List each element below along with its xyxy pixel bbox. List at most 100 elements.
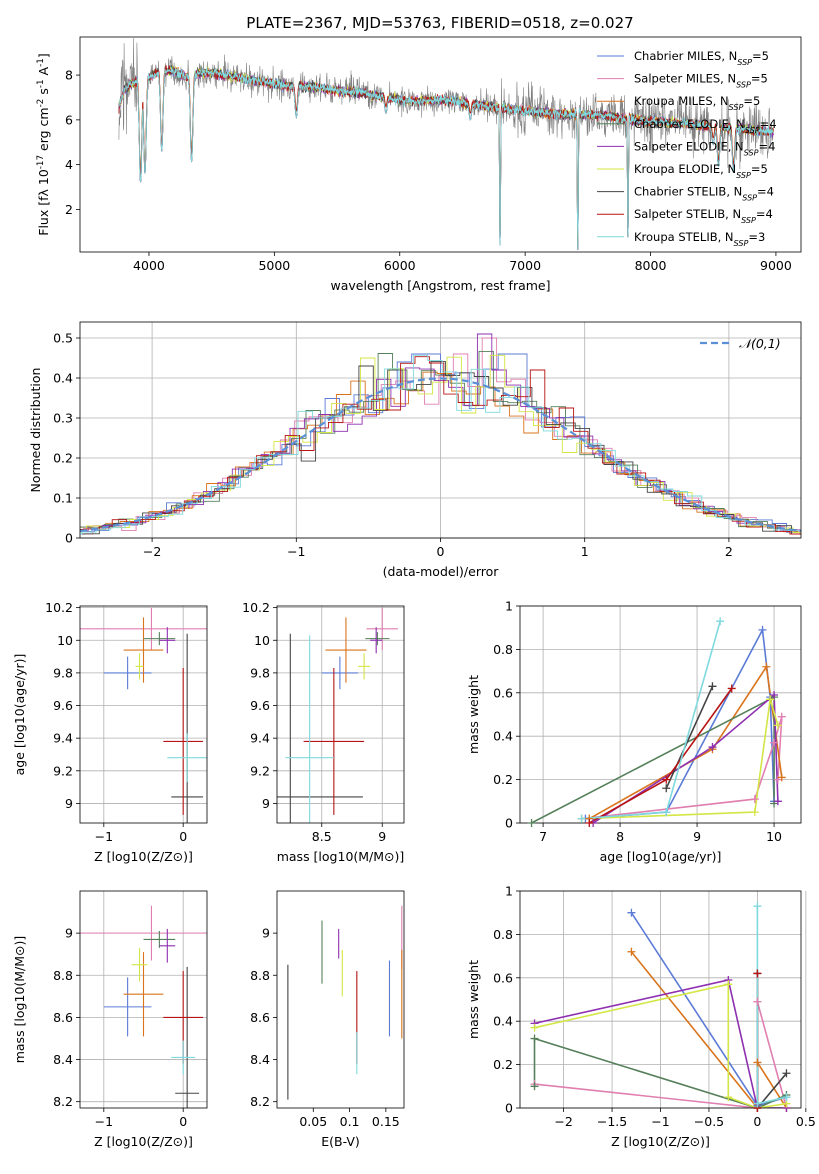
x-tick-label: −2 (554, 1114, 572, 1129)
x-tick-label: 0.05 (299, 1114, 327, 1129)
x-tick-label: 9 (378, 829, 386, 844)
weight-marker-4-3 (773, 797, 782, 806)
x-axis-label: wavelength [Angstrom, rest frame] (330, 278, 550, 293)
y-tick-label: 8.4 (250, 1052, 270, 1067)
y-tick-label: 0.4 (493, 729, 513, 744)
y-tick-label: 1 (505, 599, 513, 614)
legend-label-8: Kroupa STELIB, NSSP=3 (634, 230, 765, 248)
y-tick-label: 9.4 (53, 731, 73, 746)
x-tick-label: 9 (693, 829, 701, 844)
weight-marker-7-2 (727, 684, 736, 693)
panel-weight_vs_age: 7 8 9 10 0 0.2 0.4 0.6 0.8 1 age [log10(age/yr)] ma… (466, 599, 802, 864)
plot-area (277, 607, 398, 823)
axes-frame (79, 890, 208, 1109)
panel-residual_hist: −2 −1 0 1 2 0 0.1 0.2 0.3 0.4 0.5 (data-model)/erro… (28, 321, 802, 579)
y-tick-label: 0.3 (53, 411, 73, 426)
weight-line-3 (531, 695, 775, 823)
weight-line-1 (581, 716, 783, 820)
legend-label-2: Kroupa MILES, NSSP=5 (634, 94, 760, 112)
x-tick-label: 8.5 (312, 829, 332, 844)
y-tick-label: 0.5 (53, 331, 73, 346)
y-tick-label: 8.8 (250, 968, 270, 983)
weight-marker-1-3 (777, 712, 786, 721)
x-tick-label: −1.5 (597, 1114, 627, 1129)
x-tick-label: 8 (616, 829, 624, 844)
x-tick-label: 4000 (133, 258, 165, 273)
axes-frame (79, 36, 802, 253)
y-tick-label: 10 (57, 633, 73, 648)
x-axis-label: Z [log10(Z/Z⊙)] (94, 849, 193, 864)
x-tick-label: 0.5 (796, 1114, 816, 1129)
y-tick-label: 0.2 (493, 772, 513, 787)
x-tick-label: 8000 (635, 258, 667, 273)
weight-marker-5-1 (724, 980, 733, 989)
x-tick-label: −2 (143, 544, 161, 559)
legend-label-7: Salpeter STELIB, NSSP=4 (634, 207, 773, 225)
y-tick-label: 0.4 (53, 371, 73, 386)
weight-line-0 (585, 627, 775, 820)
panel-weight_vs_Z: −2 −1.5 −1 −0.5 0 0.5 0 0.2 0.4 0.6 0.8 1 Z [log10(Z… (466, 884, 816, 1150)
weight-marker-6-2 (782, 1069, 791, 1078)
weight-marker-5-2 (724, 1093, 733, 1102)
x-axis-label: E(B-V) (321, 1134, 360, 1149)
y-tick-label: 0.6 (493, 970, 513, 985)
x-axis-label: Z [log10(Z/Z⊙)] (611, 1134, 710, 1149)
y-tick-label: 9.8 (250, 665, 270, 680)
plot-area (80, 333, 801, 535)
y-tick-label: 0.2 (53, 451, 73, 466)
y-axis-label: mass [log10(M/M⊙)] (12, 936, 27, 1064)
weight-marker-5-1 (750, 808, 759, 817)
x-axis-label: (data-model)/error (383, 564, 500, 579)
weight-marker-8-1 (662, 808, 671, 817)
legend-label-6: Chabrier STELIB, NSSP=4 (634, 185, 774, 203)
weight-marker-8-0 (753, 902, 762, 911)
y-tick-label: 9.8 (53, 665, 73, 680)
y-tick-label: 8.6 (250, 1010, 270, 1025)
weight-marker-2-0 (627, 947, 636, 956)
y-tick-label: 9 (262, 926, 270, 941)
legend-label-0: Chabrier MILES, NSSP=5 (634, 49, 769, 67)
normal-curve (80, 377, 801, 533)
weight-marker-8-2 (716, 617, 725, 626)
spectrum-model-line-8 (118, 67, 774, 250)
legend-label-4: Salpeter ELODIE, NSSP=4 (634, 139, 775, 157)
weight-marker-6-0 (662, 784, 671, 793)
y-axis-label: mass weight (466, 675, 481, 754)
y-tick-label: 10.2 (45, 600, 73, 615)
x-tick-label: 0 (753, 1114, 761, 1129)
histogram-step-8 (80, 354, 801, 535)
weight-line-4 (592, 693, 779, 823)
plot-area (287, 905, 403, 1100)
y-tick-label: 10.2 (242, 600, 270, 615)
weight-marker-7-1 (662, 775, 671, 784)
x-tick-label: 5000 (258, 258, 290, 273)
x-tick-label: −1 (651, 1114, 669, 1129)
weight-line-8 (756, 906, 787, 1105)
weight-marker-8-2 (782, 1093, 791, 1102)
weight-marker-8-0 (577, 814, 586, 823)
weight-line-3 (533, 1037, 787, 1108)
y-tick-label: 9 (262, 796, 270, 811)
x-tick-label: 0 (179, 829, 187, 844)
y-tick-label: 0.2 (493, 1057, 513, 1072)
weight-marker-3-0 (527, 819, 536, 827)
figure-title: PLATE=2367, MJD=53763, FIBERID=0518, z=0… (246, 14, 633, 32)
y-tick-label: 0.6 (493, 685, 513, 700)
weight-marker-5-0 (530, 1023, 539, 1032)
plot-area (80, 607, 207, 823)
y-tick-label: 8.8 (53, 968, 73, 983)
x-tick-label: 1 (581, 544, 589, 559)
x-tick-label: 9000 (760, 258, 792, 273)
legend-label-3: Chabrier ELODIE, NSSP=4 (634, 117, 777, 135)
y-tick-label: 0.1 (53, 491, 73, 506)
y-tick-label: 9.2 (53, 763, 73, 778)
x-tick-label: 2 (725, 544, 733, 559)
y-tick-label: 8.2 (250, 1094, 270, 1109)
y-tick-label: 0.8 (493, 642, 513, 657)
y-tick-label: 8.2 (53, 1094, 73, 1109)
weight-marker-1-1 (750, 795, 759, 804)
histogram-step-2 (80, 371, 801, 533)
weight-marker-0-2 (758, 625, 767, 634)
